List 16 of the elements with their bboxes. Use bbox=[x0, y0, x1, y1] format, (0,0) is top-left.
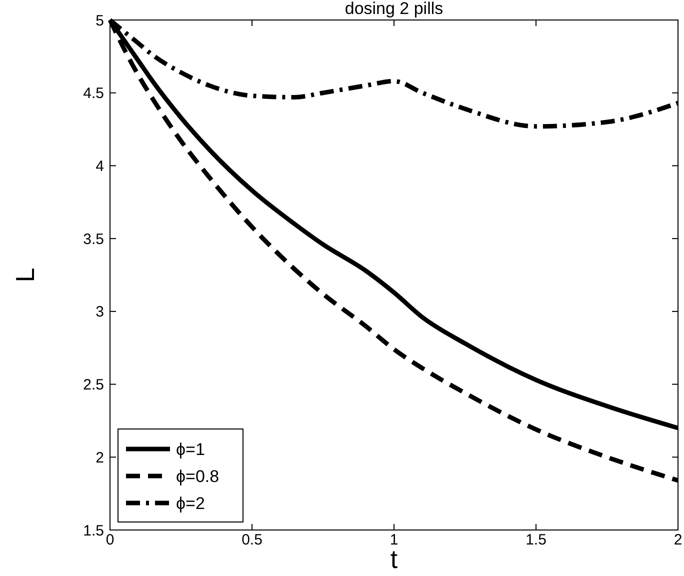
x-tick-label: 2 bbox=[674, 532, 682, 548]
x-tick-label: 1.5 bbox=[526, 532, 546, 548]
x-tick-label: 0.5 bbox=[242, 532, 262, 548]
y-tick-label: 2 bbox=[96, 449, 104, 466]
y-axis-title: L bbox=[10, 268, 40, 282]
legend-label: ϕ=1 bbox=[176, 440, 205, 459]
y-tick-label: 3.5 bbox=[83, 230, 104, 248]
chart-title: dosing 2 pills bbox=[344, 0, 444, 18]
x-tick-label: 0 bbox=[106, 532, 114, 548]
y-tick-label: 3 bbox=[96, 304, 104, 321]
legend-label: ϕ=0.8 bbox=[176, 466, 220, 486]
y-tick-label: 5 bbox=[96, 12, 104, 30]
y-tick-label: 4 bbox=[96, 158, 104, 175]
y-tick-label: 2.5 bbox=[83, 376, 104, 394]
y-tick-label: 4.5 bbox=[83, 85, 104, 102]
legend-label: ϕ=2 bbox=[176, 494, 205, 513]
